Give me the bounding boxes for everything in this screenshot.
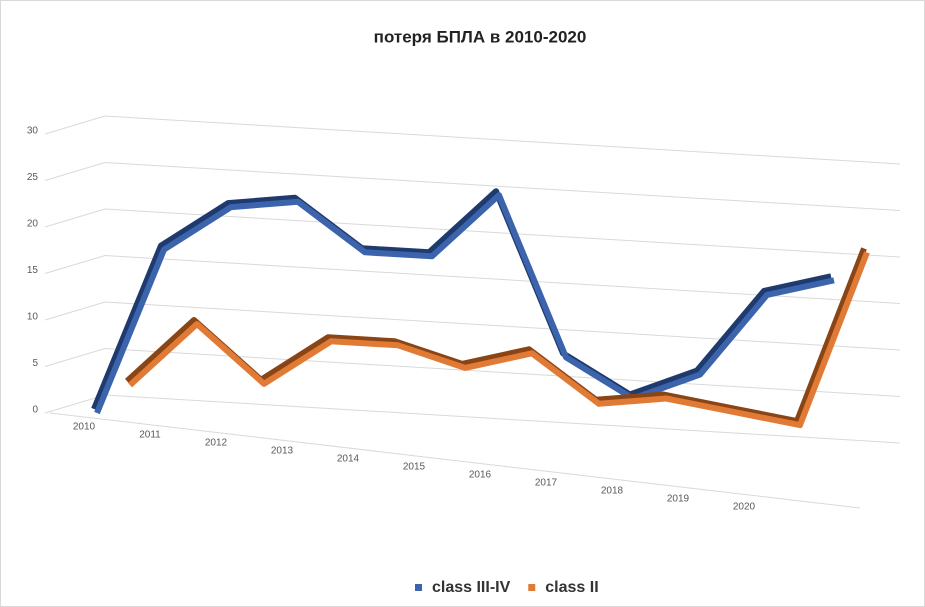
x-tick-label: 2017 bbox=[535, 478, 558, 489]
grid-line bbox=[44, 254, 901, 304]
x-tick-label: 2014 bbox=[337, 454, 360, 465]
series-line bbox=[127, 251, 870, 429]
x-axis-line bbox=[49, 412, 861, 509]
grid-line bbox=[44, 115, 901, 165]
grid-line bbox=[44, 161, 901, 211]
y-tick-label: 20 bbox=[27, 219, 39, 230]
x-tick-label: 2016 bbox=[469, 470, 492, 481]
grid-line bbox=[44, 347, 901, 397]
x-tick-label: 2019 bbox=[667, 494, 690, 505]
y-tick-label: 30 bbox=[27, 126, 39, 137]
x-tick-label: 2015 bbox=[403, 462, 426, 473]
chart-title: потеря БПЛА в 2010-2020 bbox=[374, 27, 587, 46]
legend-label: class II bbox=[545, 579, 598, 596]
x-tick-label: 2020 bbox=[733, 502, 756, 513]
y-tick-label: 15 bbox=[27, 265, 39, 276]
x-tick-label: 2013 bbox=[271, 446, 294, 457]
legend-swatch bbox=[528, 584, 536, 591]
y-tick-label: 10 bbox=[27, 312, 39, 323]
x-tick-label: 2010 bbox=[73, 422, 96, 433]
legend-label: class III-IV bbox=[432, 579, 511, 596]
y-tick-label: 0 bbox=[32, 405, 38, 416]
grid-line bbox=[44, 208, 901, 258]
grid-line bbox=[44, 301, 901, 351]
x-tick-label: 2012 bbox=[205, 438, 228, 449]
series-ribbon-side bbox=[91, 188, 832, 411]
series-line bbox=[94, 192, 835, 415]
y-tick-label: 5 bbox=[32, 358, 38, 369]
x-tick-label: 2018 bbox=[601, 486, 624, 497]
legend-swatch bbox=[415, 584, 422, 591]
x-tick-label: 2011 bbox=[139, 430, 161, 441]
y-tick-label: 25 bbox=[27, 172, 39, 183]
